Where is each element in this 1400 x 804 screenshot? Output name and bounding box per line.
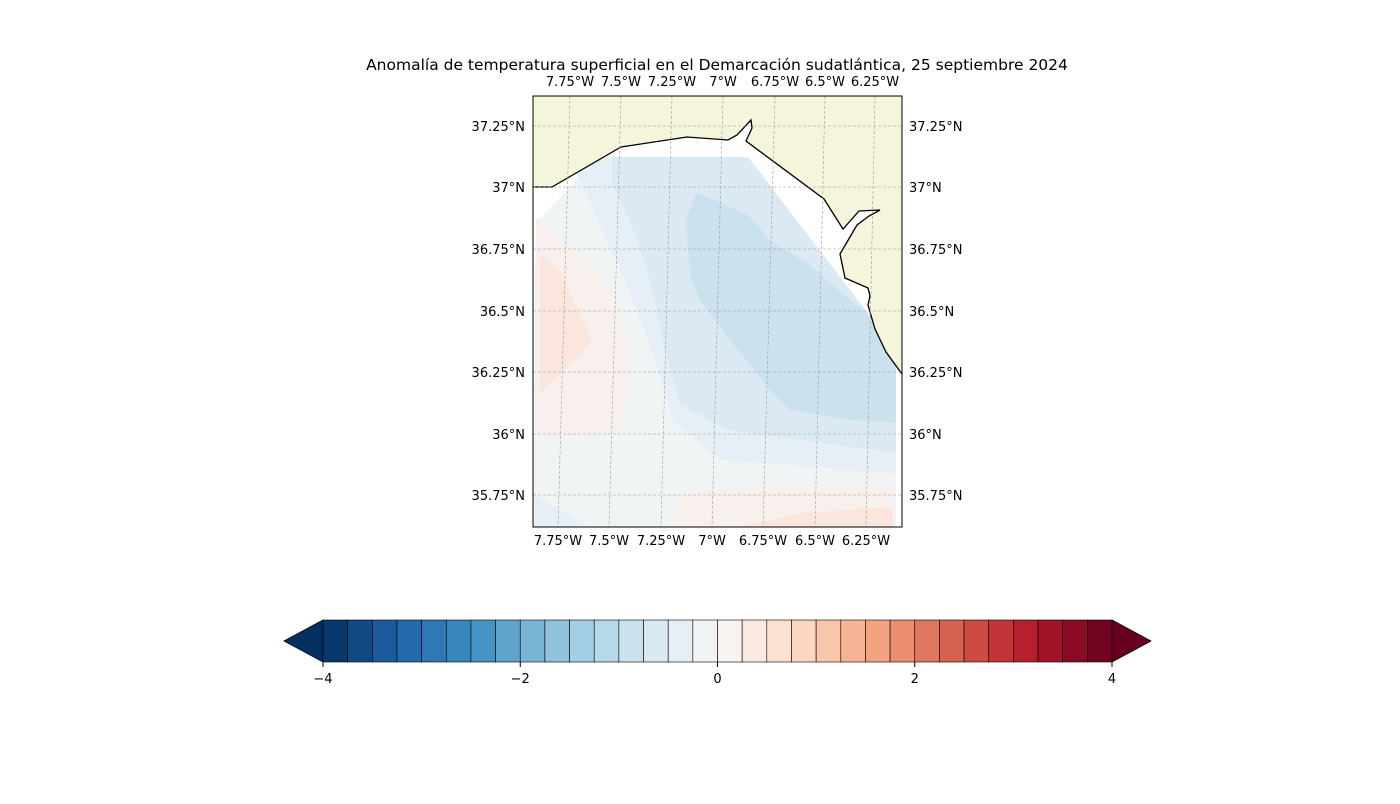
lat-tick-label-right: 35.75°N xyxy=(909,489,962,504)
colorbar-tick-label: −2 xyxy=(511,672,530,687)
lat-tick-label-right: 37°N xyxy=(909,181,942,196)
lon-tick-label-top: 6.75°W xyxy=(751,75,799,90)
colorbar-bin xyxy=(1013,619,1039,663)
gridline-longitude xyxy=(762,96,776,527)
lon-tick-label-bottom: 7.25°W xyxy=(637,534,685,549)
lat-tick-label-right: 37.25°N xyxy=(909,120,962,135)
colorbar-tick-label: 4 xyxy=(1108,672,1116,687)
gridline-longitude xyxy=(608,96,622,527)
colorbar-extend-min xyxy=(283,619,324,663)
colorbar-bin xyxy=(1037,619,1063,663)
colorbar-bin xyxy=(914,619,940,663)
coastline xyxy=(533,118,902,375)
map-content xyxy=(533,96,902,527)
colorbar-bin xyxy=(544,619,570,663)
colorbar-bin xyxy=(692,619,718,663)
colorbar-tick-label: 2 xyxy=(911,672,919,687)
colorbar-bin xyxy=(815,619,842,663)
colorbar-bin xyxy=(717,619,743,663)
colorbar-bin xyxy=(741,619,768,663)
colorbar-tick-label: 0 xyxy=(713,672,721,687)
lat-tick-label-left: 37.25°N xyxy=(472,120,525,135)
lon-tick-label-bottom: 6.75°W xyxy=(739,534,787,549)
lon-tick-label-bottom: 7.75°W xyxy=(534,534,582,549)
colorbar-bin xyxy=(988,619,1014,663)
lat-tick-label-right: 36.5°N xyxy=(909,305,954,320)
lon-tick-label-top: 7°W xyxy=(709,75,737,90)
lat-tick-label-right: 36.25°N xyxy=(909,366,962,381)
lat-tick-label-left: 36.75°N xyxy=(472,243,525,258)
lon-tick-label-bottom: 6.25°W xyxy=(842,534,890,549)
colorbar-bin xyxy=(396,619,422,663)
colorbar-bin xyxy=(322,619,348,663)
colorbar-bin xyxy=(667,619,694,663)
lon-tick-label-bottom: 7°W xyxy=(698,534,726,549)
colorbar-bin xyxy=(347,619,373,663)
colorbar-bin xyxy=(865,619,891,663)
lon-tick-label-top: 7.25°W xyxy=(648,75,696,90)
colorbar-bin xyxy=(766,619,792,663)
lat-tick-label-right: 36.75°N xyxy=(909,243,962,258)
lat-tick-label-left: 36°N xyxy=(492,428,525,443)
colorbar-bin xyxy=(372,619,398,663)
colorbar-bin xyxy=(643,619,669,663)
lon-tick-label-top: 6.5°W xyxy=(805,75,845,90)
colorbar-tick-label: −4 xyxy=(313,672,332,687)
colorbar-bin xyxy=(939,619,965,663)
lon-tick-label-top: 6.25°W xyxy=(851,75,899,90)
colorbar-bin xyxy=(840,619,866,663)
colorbar-bin xyxy=(1062,619,1088,663)
colorbar-bin xyxy=(470,619,496,663)
contour-fill-level xyxy=(540,255,592,392)
lon-tick-label-bottom: 7.5°W xyxy=(589,534,629,549)
lat-tick-label-left: 35.75°N xyxy=(472,489,525,504)
colorbar-bin xyxy=(421,619,447,663)
colorbar-bin xyxy=(618,619,644,663)
map-frame xyxy=(532,95,903,528)
colorbar-bin xyxy=(519,619,546,663)
contour-fill-level xyxy=(740,507,893,527)
lat-tick-label-left: 37°N xyxy=(492,181,525,196)
lat-tick-label-left: 36.25°N xyxy=(472,366,525,381)
chart-title: Anomalía de temperatura superficial en e… xyxy=(366,56,1068,74)
colorbar: −4 −2 0 2 4 xyxy=(283,619,1152,687)
colorbar-bin xyxy=(569,619,595,663)
colorbar-extend-max xyxy=(1111,619,1152,663)
gridline-longitude xyxy=(865,96,876,527)
gridline-longitude xyxy=(814,96,826,527)
colorbar-bin xyxy=(1087,619,1113,663)
colorbar-bin xyxy=(889,619,916,663)
lat-tick-label-left: 36.5°N xyxy=(480,305,525,320)
colorbar-bin xyxy=(495,619,521,663)
colorbar-bin xyxy=(791,619,817,663)
colorbar-bin xyxy=(593,619,620,663)
lon-tick-label-top: 7.5°W xyxy=(601,75,641,90)
colorbar-bin xyxy=(963,619,990,663)
gridline-longitude xyxy=(660,96,673,527)
lon-tick-label-bottom: 6.5°W xyxy=(795,534,835,549)
lat-tick-label-right: 36°N xyxy=(909,428,942,443)
lon-tick-label-top: 7.75°W xyxy=(546,75,594,90)
contour-fill-level xyxy=(686,193,896,423)
gridline-longitude xyxy=(557,96,571,527)
gridline-longitude xyxy=(711,96,724,527)
map-axes: 7.75°W 7.75°W 7.5°W 7.5°W 7.25°W 7.25°W 7°W 7°W… xyxy=(472,75,963,549)
contour-fill-level xyxy=(533,493,590,527)
land xyxy=(533,96,902,374)
colorbar-bin xyxy=(445,619,472,663)
